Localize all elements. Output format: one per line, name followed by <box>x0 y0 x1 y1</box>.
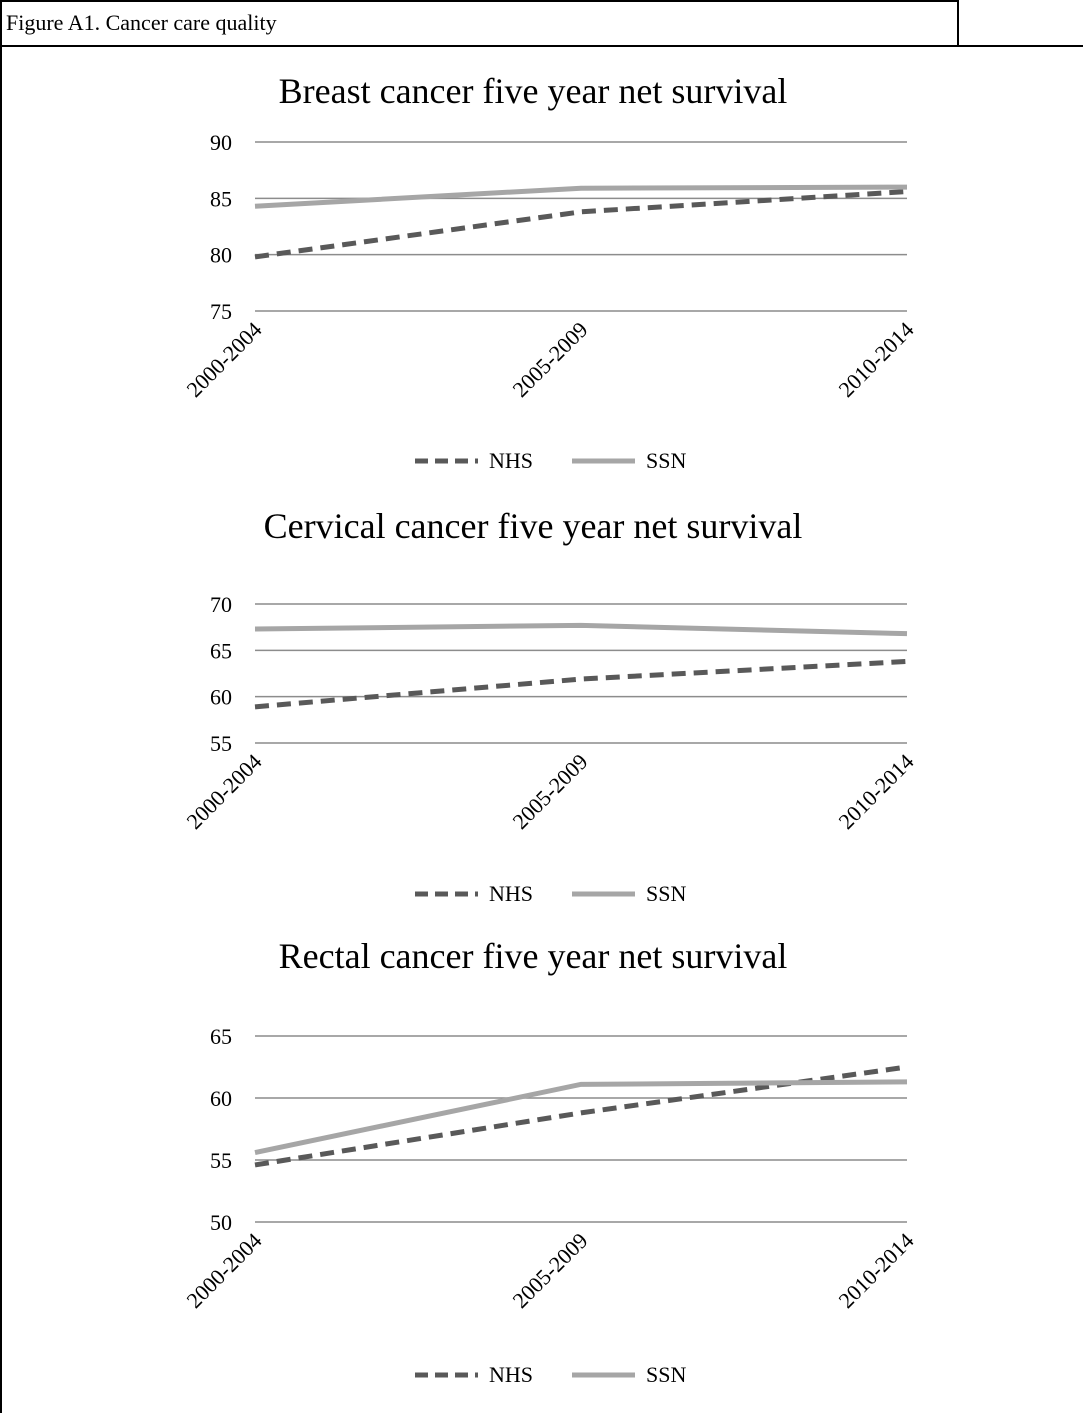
legend-label: SSN <box>646 1362 686 1387</box>
series-line <box>254 1064 908 1168</box>
legend-label: SSN <box>646 881 686 906</box>
figure-caption: Figure A1. Cancer care quality <box>6 10 277 35</box>
y-tick-label: 90 <box>210 130 232 155</box>
legend-label: NHS <box>489 881 533 906</box>
y-tick-label: 50 <box>210 1210 232 1235</box>
y-tick-label: 55 <box>210 731 232 756</box>
y-tick-label: 70 <box>210 592 232 617</box>
chart-title: Cervical cancer five year net survival <box>264 506 803 546</box>
series-line <box>254 622 908 637</box>
y-tick-label: 75 <box>210 299 232 324</box>
x-tick-label: 2005-2009 <box>507 317 592 402</box>
x-tick-label: 2010-2014 <box>833 317 918 402</box>
x-tick-label: 2010-2014 <box>833 1228 918 1313</box>
x-tick-label: 2005-2009 <box>507 1228 592 1313</box>
y-tick-label: 80 <box>210 243 232 268</box>
y-tick-label: 65 <box>210 1024 232 1049</box>
series-line <box>254 1079 908 1156</box>
y-tick-label: 60 <box>210 685 232 710</box>
y-tick-label: 85 <box>210 186 232 211</box>
x-tick-label: 2005-2009 <box>507 749 592 834</box>
y-tick-label: 55 <box>210 1148 232 1173</box>
y-tick-label: 65 <box>210 638 232 663</box>
x-tick-label: 2000-2004 <box>181 317 266 402</box>
legend-label: SSN <box>646 448 686 473</box>
x-tick-label: 2000-2004 <box>181 749 266 834</box>
legend-label: NHS <box>489 448 533 473</box>
legend-label: NHS <box>489 1362 533 1387</box>
y-tick-label: 60 <box>210 1086 232 1111</box>
x-tick-label: 2010-2014 <box>833 749 918 834</box>
series-line <box>254 184 908 209</box>
series-line <box>254 658 908 710</box>
chart-title: Rectal cancer five year net survival <box>279 936 788 976</box>
chart-title: Breast cancer five year net survival <box>279 71 788 111</box>
x-tick-label: 2000-2004 <box>181 1228 266 1313</box>
